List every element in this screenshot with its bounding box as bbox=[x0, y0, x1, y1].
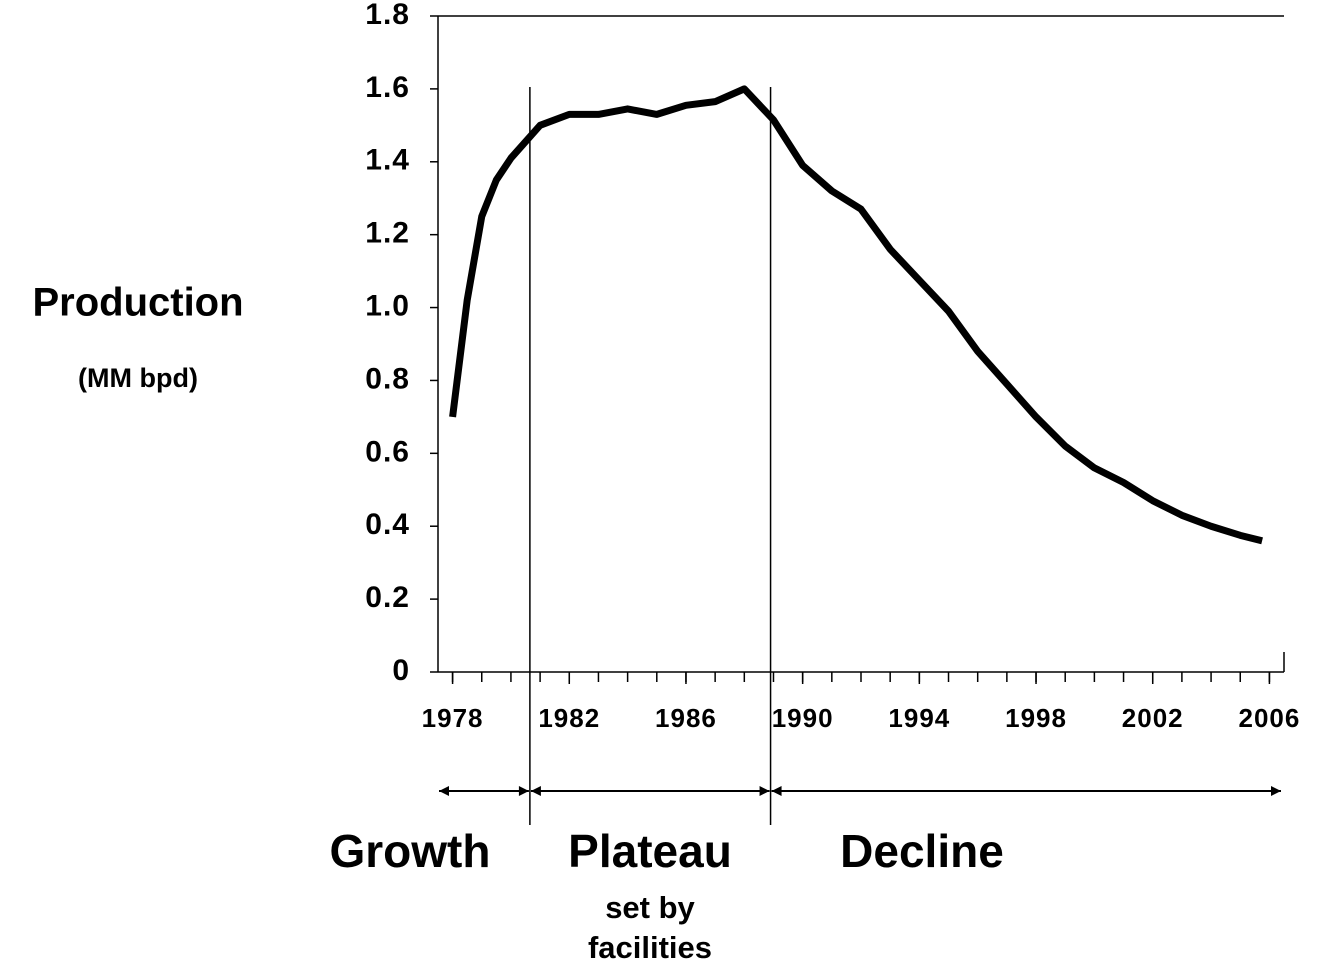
phase-note: facilities bbox=[588, 930, 712, 965]
x-tick-label: 2002 bbox=[1122, 703, 1184, 733]
production-line bbox=[449, 85, 1263, 545]
y-tick-label: 1.8 bbox=[365, 0, 410, 31]
y-tick-label: 0.4 bbox=[365, 508, 410, 541]
y-axis-unit: (MM bpd) bbox=[78, 363, 198, 393]
y-axis-label: Production bbox=[32, 281, 243, 325]
phase-label: Decline bbox=[840, 825, 1004, 877]
y-tick-label: 1.0 bbox=[365, 289, 410, 322]
x-tick-label: 1998 bbox=[1005, 703, 1067, 733]
x-tick-label: 1986 bbox=[655, 703, 717, 733]
x-tick-label: 1994 bbox=[888, 703, 950, 733]
phase-note: set by bbox=[605, 890, 695, 925]
y-tick-label: 0.8 bbox=[365, 362, 410, 395]
x-tick-label: 1982 bbox=[538, 703, 600, 733]
phase-label: Growth bbox=[330, 825, 491, 877]
y-tick-label: 1.6 bbox=[365, 71, 410, 104]
y-tick-label: 1.2 bbox=[365, 217, 410, 250]
y-tick-label: 1.4 bbox=[365, 144, 410, 177]
y-tick-label: 0.2 bbox=[365, 581, 410, 614]
x-tick-label: 2006 bbox=[1238, 703, 1300, 733]
phase-label: Plateau bbox=[568, 825, 732, 877]
y-tick-label: 0.6 bbox=[365, 435, 410, 468]
x-tick-label: 1990 bbox=[772, 703, 834, 733]
x-tick-label: 1978 bbox=[422, 703, 484, 733]
y-tick-label: 0 bbox=[392, 654, 410, 687]
